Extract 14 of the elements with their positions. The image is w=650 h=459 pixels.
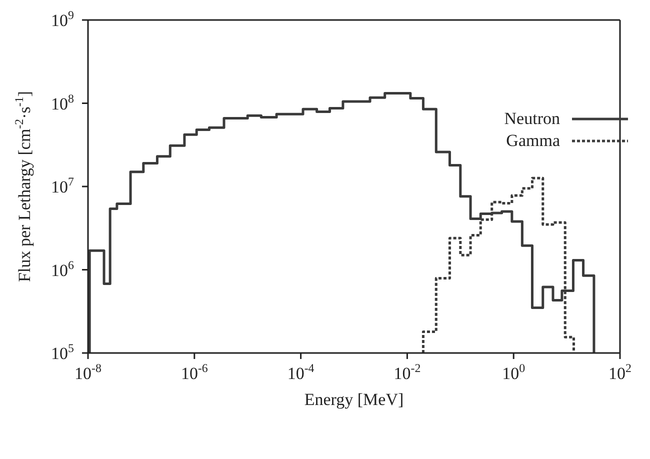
x-tick-label: 10$^{-2}$ bbox=[394, 361, 421, 383]
y-tick-label: 10$^{9}$ bbox=[51, 8, 74, 30]
x-axis-title: Energy [MeV] bbox=[304, 390, 404, 409]
x-tick-label: 10$^{-6}$ bbox=[180, 361, 208, 383]
x-tick-label: 10$^{-4}$ bbox=[287, 361, 314, 383]
x-tick-label: 10$^{2}$ bbox=[608, 361, 632, 383]
x-tick-label: 10$^{-8}$ bbox=[74, 361, 102, 383]
y-tick-label: 10$^{6}$ bbox=[51, 258, 74, 280]
legend-label: Neutron bbox=[504, 108, 560, 130]
y-tick-label: 10$^{8}$ bbox=[51, 91, 74, 114]
legend-label: Gamma bbox=[506, 130, 560, 152]
x-tick-label: 10$^{0}$ bbox=[502, 361, 526, 383]
y-tick-label: 10$^{7}$ bbox=[51, 174, 74, 196]
y-tick-label: 10$^{5}$ bbox=[51, 341, 74, 363]
